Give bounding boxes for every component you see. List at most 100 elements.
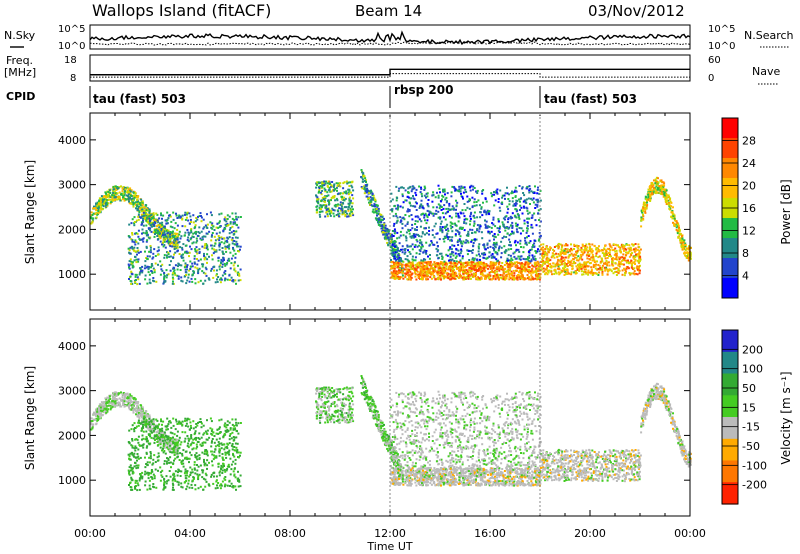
- power-cell: [227, 245, 230, 247]
- power-cell: [454, 256, 457, 259]
- power-cell: [174, 273, 177, 276]
- power-cell: [329, 185, 332, 188]
- power-cell: [169, 269, 172, 272]
- power-cell: [166, 211, 169, 214]
- power-cell: [675, 223, 678, 226]
- power-cell: [675, 226, 678, 229]
- power-cell: [444, 193, 446, 196]
- power-cell: [369, 196, 372, 199]
- power-cell: [437, 266, 440, 269]
- power-cell: [396, 258, 399, 260]
- power-cell: [623, 246, 625, 249]
- power-cell: [467, 275, 470, 278]
- power-cell: [350, 181, 353, 184]
- power-cell: [438, 272, 441, 274]
- power-cell: [181, 225, 184, 228]
- power-cell: [393, 240, 396, 242]
- power-cell: [141, 200, 144, 203]
- power-cell: [511, 191, 514, 194]
- power-cell: [136, 195, 138, 197]
- power-cell: [555, 252, 558, 255]
- power-cell: [476, 278, 479, 281]
- power-cell: [420, 199, 423, 202]
- power-cell: [636, 248, 639, 251]
- power-cell: [337, 182, 340, 185]
- power-cell: [329, 212, 332, 215]
- power-cell: [519, 197, 522, 200]
- power-cell: [606, 268, 608, 271]
- power-cell: [170, 220, 173, 223]
- power-cell: [470, 273, 473, 276]
- power-cell: [447, 277, 450, 279]
- power-cell: [413, 187, 416, 190]
- power-cell: [504, 274, 507, 277]
- power-cell: [391, 208, 394, 211]
- power-cell: [368, 192, 371, 195]
- power-cell: [506, 186, 508, 189]
- power-cell: [483, 274, 486, 277]
- power-cell: [529, 249, 532, 252]
- power-cell: [333, 184, 336, 187]
- power-cell: [489, 245, 492, 248]
- power-cell: [520, 274, 523, 277]
- power-cell: [146, 282, 149, 285]
- power-cell: [504, 229, 507, 232]
- power-cell: [107, 191, 110, 193]
- power-cell: [615, 249, 618, 252]
- power-cell: [394, 251, 397, 254]
- power-cell: [319, 191, 322, 194]
- power-cell: [140, 238, 143, 241]
- power-cell: [382, 231, 385, 233]
- power-cell: [482, 253, 485, 256]
- power-cell: [456, 268, 458, 270]
- power-cell: [224, 216, 227, 219]
- power-cell: [393, 232, 396, 235]
- power-cell: [336, 184, 339, 187]
- power-cell: [511, 221, 514, 224]
- power-cell: [164, 228, 167, 231]
- power-cell: [495, 258, 498, 261]
- power-cell: [179, 246, 182, 249]
- power-cell: [588, 247, 591, 249]
- power-cell: [496, 192, 499, 195]
- power-cell: [176, 238, 179, 241]
- power-cell: [141, 206, 144, 209]
- power-cell: [463, 218, 466, 221]
- power-cell: [596, 260, 598, 263]
- power-cell: [135, 207, 137, 210]
- power-cell: [474, 231, 477, 234]
- power-cell: [177, 263, 180, 266]
- power-cell: [315, 209, 318, 212]
- power-cell: [408, 229, 410, 232]
- power-cell: [473, 257, 476, 260]
- power-cell: [513, 251, 516, 254]
- power-cell: [397, 249, 400, 252]
- power-cell: [476, 229, 479, 232]
- power-cell: [327, 199, 330, 202]
- power-cell: [515, 278, 518, 281]
- power-cell: [586, 251, 589, 254]
- power-cell: [152, 252, 155, 255]
- power-cell: [146, 258, 149, 261]
- power-cell: [174, 222, 177, 225]
- power-cell: [578, 269, 581, 272]
- power-cell: [434, 196, 437, 199]
- power-cell: [471, 232, 474, 234]
- power-cell: [426, 265, 429, 268]
- power-cell: [323, 180, 326, 183]
- power-cell: [377, 223, 380, 226]
- power-cell: [466, 270, 469, 273]
- power-cell: [328, 188, 331, 191]
- power-cell: [546, 260, 549, 263]
- power-cell: [604, 262, 607, 265]
- power-cell: [232, 248, 235, 251]
- power-cell: [482, 267, 485, 270]
- power-cell: [462, 266, 465, 269]
- power-cell: [442, 190, 444, 192]
- power-cell: [395, 270, 398, 273]
- power-cell: [154, 233, 156, 235]
- power-cell: [563, 267, 566, 270]
- power-cell: [518, 217, 521, 220]
- power-cell: [590, 268, 593, 271]
- power-cell: [137, 195, 140, 197]
